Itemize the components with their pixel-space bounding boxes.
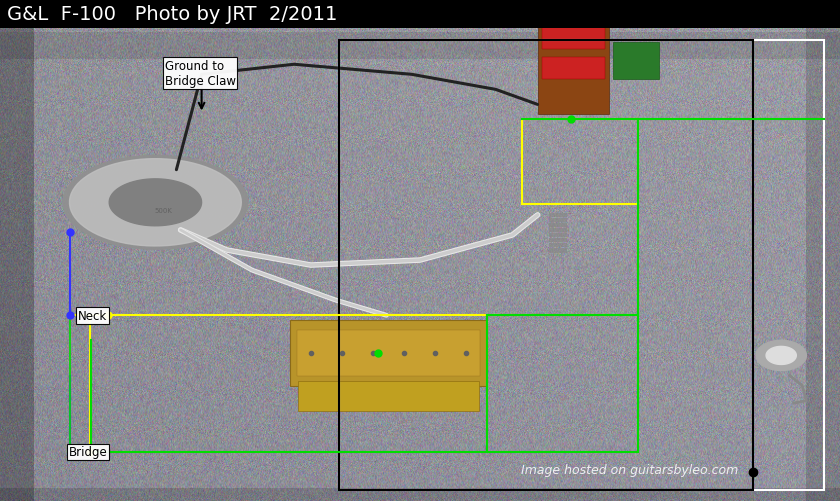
Text: Bridge: Bridge (69, 445, 108, 458)
Bar (549, 214, 567, 218)
Bar (0, 33, 840, 60)
Bar (549, 249, 567, 253)
Text: Image hosted on guitarsbyleо.com: Image hosted on guitarsbyleо.com (521, 463, 738, 476)
Bar (290, 321, 487, 386)
Bar (549, 224, 567, 228)
Polygon shape (63, 156, 248, 249)
Bar (549, 239, 567, 243)
Bar (0, 29, 34, 501)
Bar (0, 0, 840, 29)
Bar (529, 15, 617, 28)
Text: G&L  F-100   Photo by JRT  2/2011: G&L F-100 Photo by JRT 2/2011 (7, 5, 337, 24)
Bar (549, 229, 567, 233)
Bar (542, 58, 605, 80)
Bar (339, 41, 824, 490)
Bar (549, 234, 567, 238)
Text: Ground to
Bridge Claw: Ground to Bridge Claw (165, 60, 236, 88)
Bar (522, 120, 638, 204)
Bar (549, 244, 567, 248)
Bar (549, 219, 567, 223)
Bar (297, 331, 480, 376)
Polygon shape (70, 159, 241, 246)
Bar (613, 43, 659, 80)
Bar (339, 41, 753, 490)
Text: 500K: 500K (155, 208, 173, 214)
Bar (806, 29, 840, 501)
Polygon shape (766, 347, 796, 365)
Text: Neck: Neck (78, 309, 108, 322)
Bar (542, 28, 605, 50)
Polygon shape (756, 341, 806, 371)
Bar (538, 28, 609, 115)
Bar (298, 381, 479, 411)
Bar (0, 488, 840, 501)
Polygon shape (109, 179, 202, 226)
